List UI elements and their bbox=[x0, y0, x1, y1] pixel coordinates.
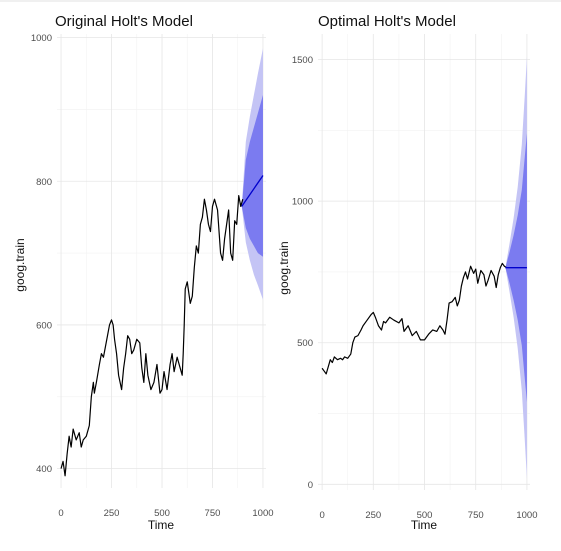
y-tick-label: 400 bbox=[36, 464, 52, 475]
y-tick-label: 600 bbox=[36, 320, 52, 331]
y-tick-labels: 400 600 800 1000 bbox=[31, 33, 52, 475]
x-tick-label: 250 bbox=[365, 510, 381, 521]
y-tick-label: 0 bbox=[308, 480, 313, 491]
y-tick-label: 1500 bbox=[292, 55, 313, 66]
y-tick-label: 1000 bbox=[292, 197, 313, 208]
y-axis-title: goog.train bbox=[13, 238, 27, 291]
gridlines bbox=[318, 34, 530, 490]
y-tick-label: 1000 bbox=[31, 33, 52, 44]
x-tick-label: 750 bbox=[468, 510, 484, 521]
optimal-holt-model-panel: Optimal Holt's Model 0 500 1000 1500 0 250 50… bbox=[277, 13, 537, 532]
x-tick-label: 1000 bbox=[252, 508, 273, 519]
x-tick-label: 750 bbox=[205, 508, 221, 519]
x-axis-title: Time bbox=[148, 518, 175, 532]
series-line bbox=[322, 263, 506, 373]
prediction-intervals bbox=[242, 48, 263, 299]
x-axis-title: Time bbox=[411, 518, 438, 532]
y-tick-labels: 0 500 1000 1500 bbox=[292, 55, 313, 491]
x-tick-label: 0 bbox=[319, 510, 324, 521]
top-divider bbox=[0, 0, 561, 2]
panel-title: Optimal Holt's Model bbox=[318, 13, 456, 30]
y-tick-label: 500 bbox=[297, 338, 313, 349]
gridlines bbox=[57, 34, 266, 488]
y-axis-title: goog.train bbox=[277, 241, 291, 294]
x-tick-label: 0 bbox=[58, 508, 63, 519]
panel-title: Original Holt's Model bbox=[55, 13, 193, 30]
y-tick-label: 800 bbox=[36, 177, 52, 188]
series-line bbox=[61, 196, 243, 476]
original-holt-model-panel: Original Holt's Model 400 600 800 1000 0 250… bbox=[13, 13, 274, 532]
x-tick-label: 1000 bbox=[516, 510, 537, 521]
x-tick-label: 250 bbox=[104, 508, 120, 519]
